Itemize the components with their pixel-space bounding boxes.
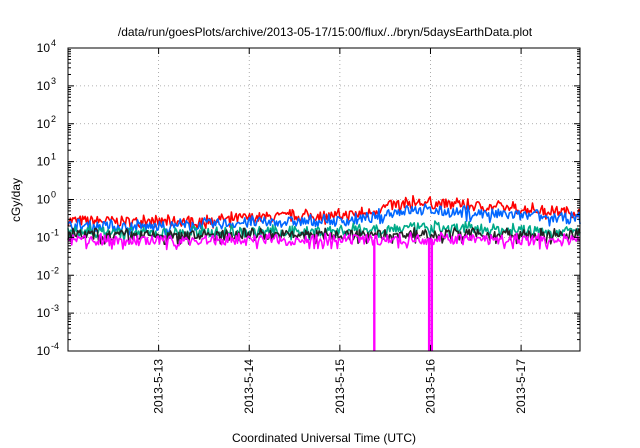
x-tick-label: 2013-5-13 [152, 359, 166, 414]
y-tick-label: 10 [37, 193, 51, 207]
grid [68, 48, 580, 351]
chart-title: /data/run/goesPlots/archive/2013-05-17/1… [118, 25, 533, 39]
series-line-0 [67, 195, 581, 230]
x-tick-label: 2013-5-16 [423, 359, 437, 414]
y-tick-label: 10 [37, 230, 51, 244]
series-line-4 [67, 231, 581, 251]
y-tick-exponent: 4 [51, 38, 56, 48]
y-tick-label: 10 [37, 117, 51, 131]
y-tick-exponent: 3 [51, 76, 56, 86]
x-tick-label: 2013-5-14 [242, 359, 256, 414]
y-tick-exponent: -3 [51, 303, 59, 313]
y-tick-exponent: 1 [51, 152, 56, 162]
x-tick-label: 2013-5-17 [514, 359, 528, 414]
y-tick-exponent: -4 [51, 341, 59, 351]
x-axis-label: Coordinated Universal Time (UTC) [232, 431, 416, 445]
y-tick-exponent: -2 [51, 265, 59, 275]
y-tick-exponent: -1 [51, 227, 59, 237]
y-tick-label: 10 [37, 41, 51, 55]
y-tick-label: 10 [37, 79, 51, 93]
y-axis-label: cGy/day [9, 178, 23, 222]
y-tick-label: 10 [37, 155, 51, 169]
y-tick-exponent: 0 [51, 190, 56, 200]
series-group [67, 195, 581, 351]
y-tick-exponent: 2 [51, 114, 56, 124]
y-tick-label: 10 [37, 306, 51, 320]
y-tick-label: 10 [37, 268, 51, 282]
y-tick-label: 10 [37, 344, 51, 358]
x-axis: 2013-5-13 2013-5-14 2013-5-15 2013-5-16 2013… [152, 48, 528, 414]
x-tick-label: 2013-5-15 [333, 359, 347, 414]
